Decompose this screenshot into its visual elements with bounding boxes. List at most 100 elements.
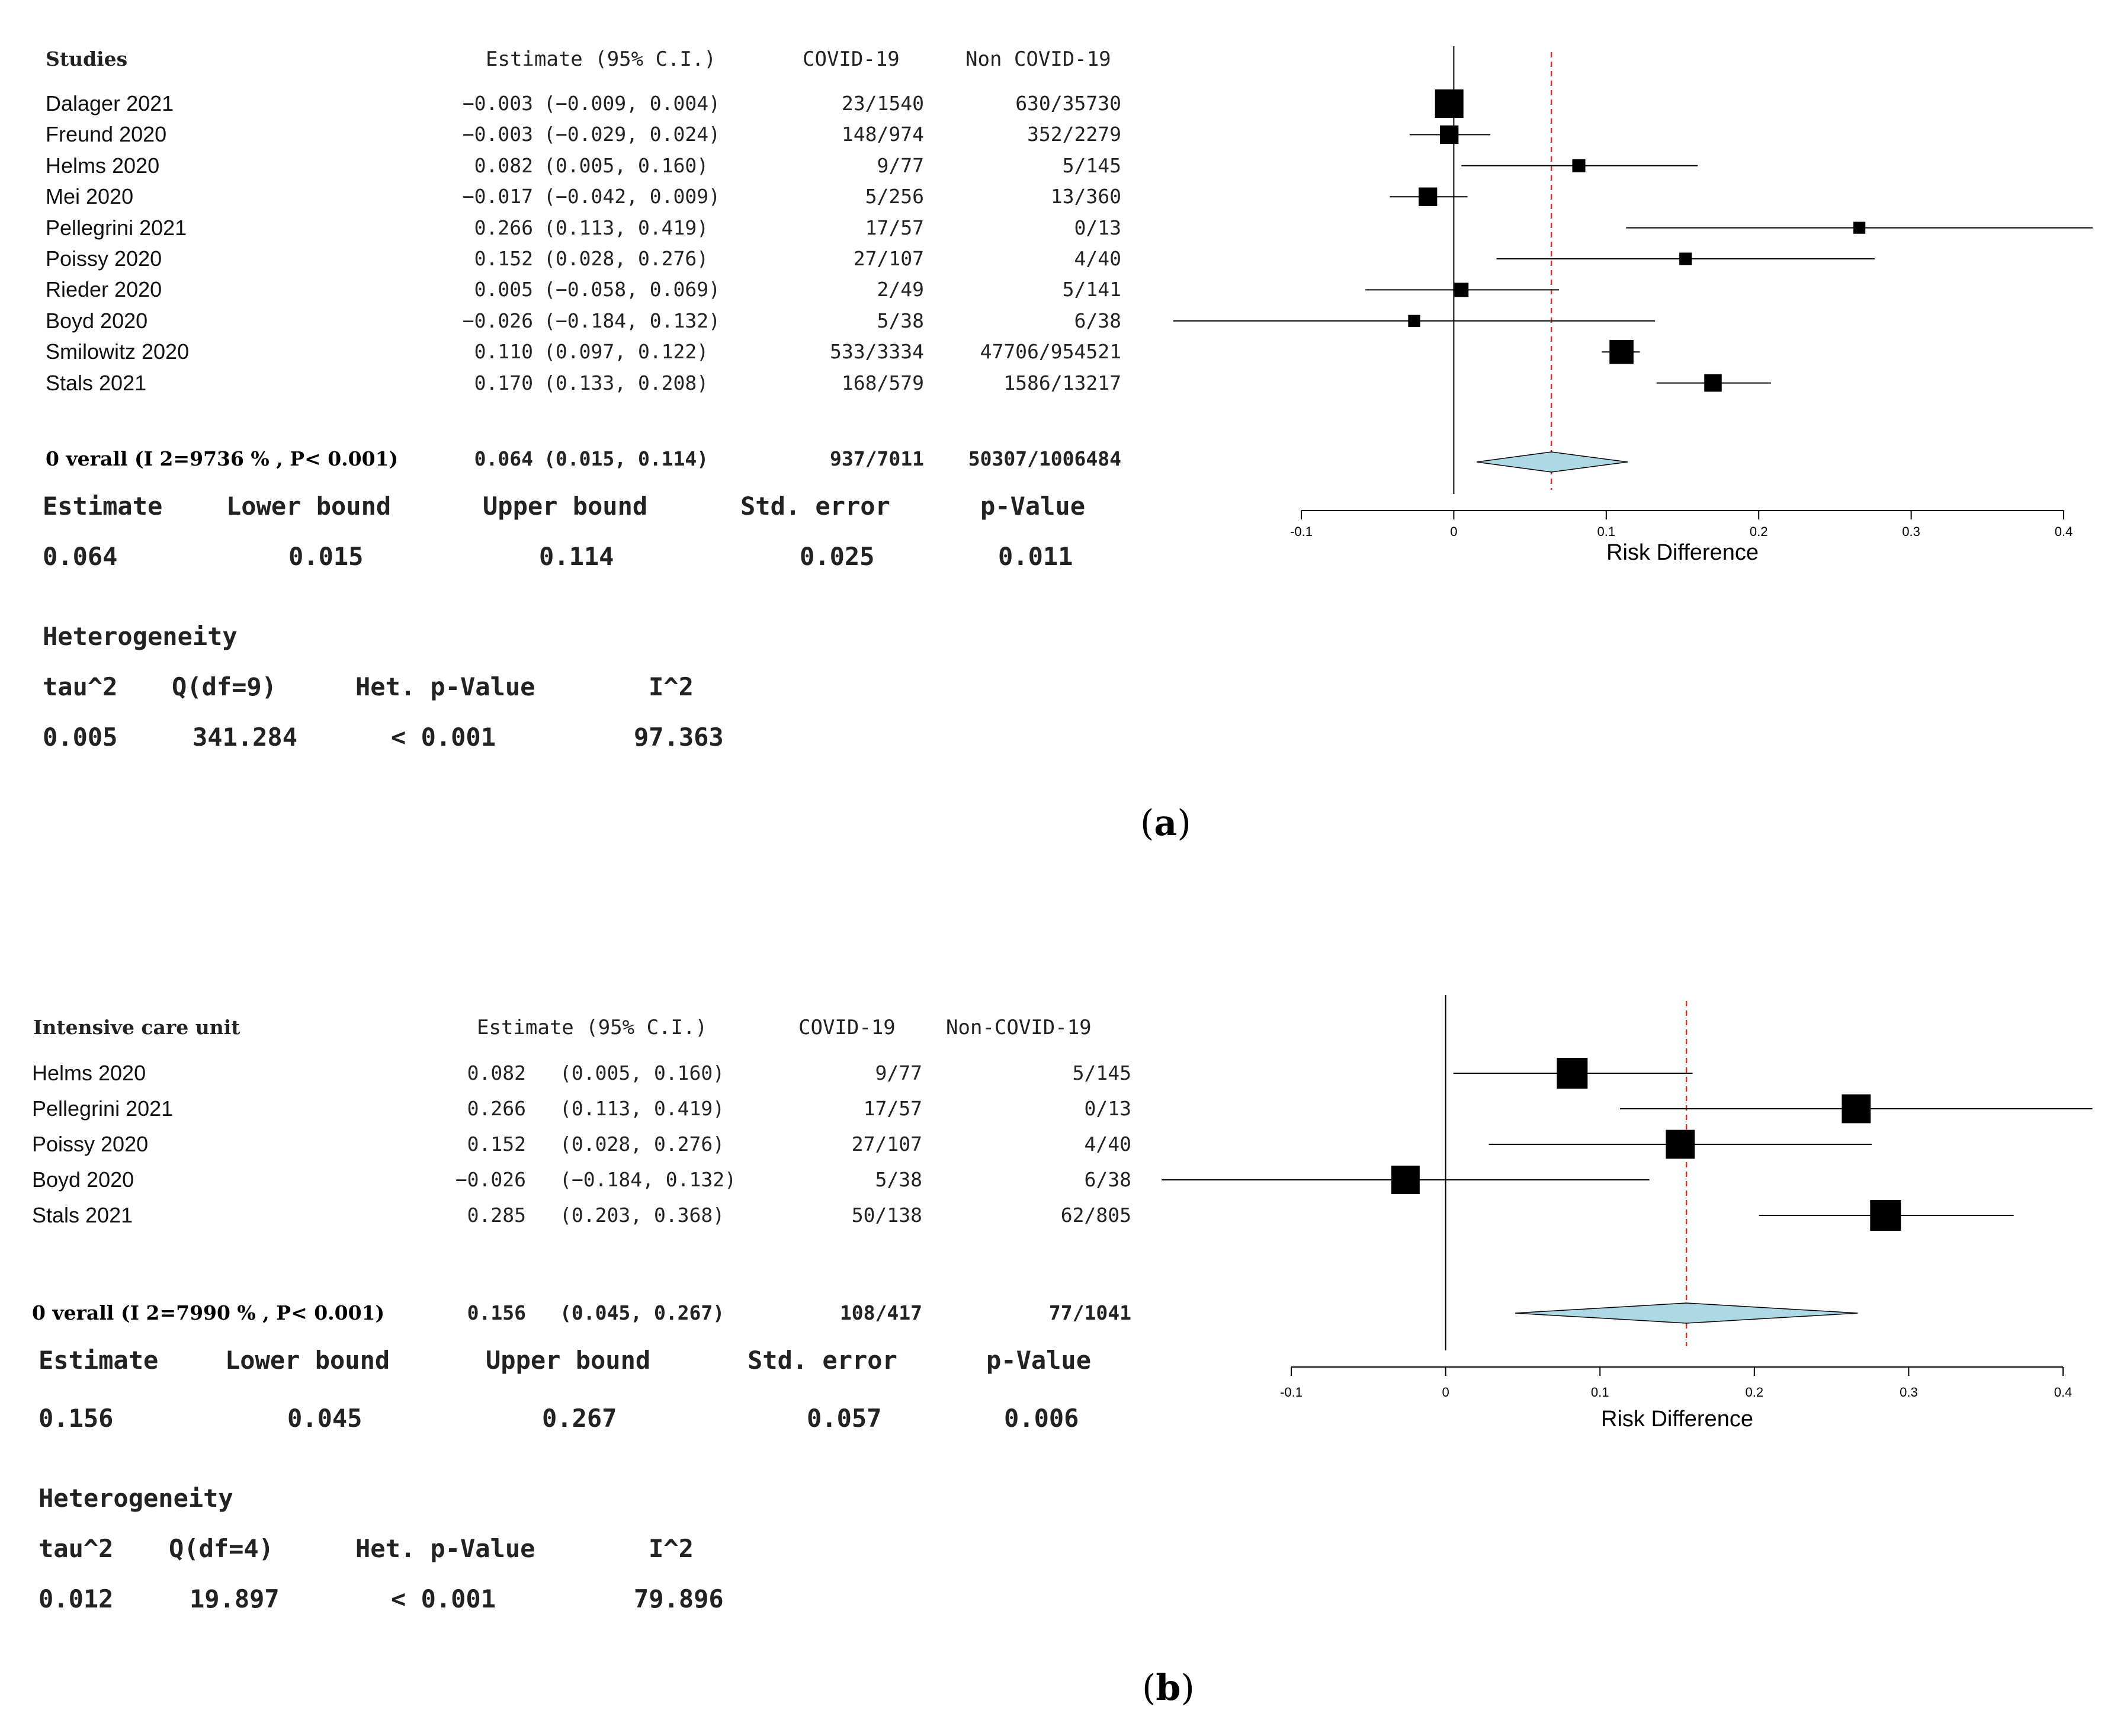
summary-value: 0.057 [807, 1404, 882, 1433]
study-point [1418, 187, 1438, 206]
estimate-value: 0.005 [474, 278, 533, 301]
header-covid: COVID-19 [798, 1016, 896, 1039]
noncovid-count: 630/35730 [1015, 92, 1121, 115]
header-noncovid: Non-COVID-19 [946, 1016, 1092, 1039]
study-point [1408, 315, 1420, 327]
confidence-interval: (0.113, 0.419) [544, 216, 709, 239]
confidence-interval: (−0.029, 0.024) [544, 123, 721, 146]
table-row: Poissy 2020 0.152 (0.028, 0.276) 27/107 4/40 [0, 1129, 1185, 1159]
study-point [1704, 374, 1722, 392]
x-tick-label: -0.1 [1280, 1385, 1303, 1400]
x-tick-label: 0.4 [2055, 524, 2073, 539]
summary-value: 0.006 [1004, 1404, 1079, 1433]
noncovid-count: 6/38 [1074, 309, 1121, 332]
summary-header: Lower bound [226, 492, 392, 521]
heterogeneity-header: tau^2 [39, 1534, 114, 1563]
study-point [1870, 1200, 1901, 1231]
x-tick-label: 0 [1442, 1385, 1449, 1400]
table-row: Smilowitz 2020 0.110 (0.097, 0.122) 533/333… [0, 337, 1185, 367]
noncovid-count: 77/1041 [1048, 1301, 1131, 1324]
table-row: Rieder 2020 0.005 (−0.058, 0.069) 2/49 5/141 [0, 275, 1185, 304]
noncovid-count: 4/40 [1074, 247, 1121, 270]
study-point [1391, 1166, 1420, 1194]
confidence-interval: (−0.184, 0.132) [544, 309, 721, 332]
covid-count: 5/38 [875, 1168, 922, 1191]
summary-value: 0.267 [542, 1404, 617, 1433]
covid-count: 5/256 [865, 185, 924, 208]
x-tick-label: 0 [1450, 524, 1457, 539]
noncovid-count: 4/40 [1084, 1132, 1131, 1156]
noncovid-count: 5/141 [1062, 278, 1121, 301]
x-tick-label: 0.2 [1750, 524, 1768, 539]
confidence-interval: (0.028, 0.276) [560, 1132, 725, 1156]
confidence-interval: (0.113, 0.419) [560, 1097, 725, 1120]
header-covid: COVID-19 [803, 47, 900, 71]
panel-caption-letter: b [1156, 1667, 1181, 1709]
overall-row: 0 verall (Ι 2=7990 % , P< 0.001) 0.156 (0.… [0, 1298, 1185, 1328]
table-row: Dalager 2021 −0.003 (−0.009, 0.004) 23/1540… [0, 89, 1185, 118]
estimate-value: 0.082 [474, 153, 533, 177]
heterogeneity-value: < 0.001 [391, 1584, 496, 1613]
noncovid-count: 1586/13217 [1003, 371, 1121, 394]
x-tick-label: 0.3 [1900, 1385, 1918, 1400]
noncovid-count: 13/360 [1050, 185, 1121, 208]
table-row: Stals 2021 0.170 (0.133, 0.208) 168/579 1586… [0, 368, 1185, 398]
estimate-value: 0.064 [474, 447, 533, 470]
covid-count: 9/77 [877, 153, 924, 177]
heterogeneity-header: Q(df=9) [172, 672, 277, 701]
covid-count: 5/38 [877, 309, 924, 332]
table-row: Poissy 2020 0.152 (0.028, 0.276) 27/107 4/40 [0, 244, 1185, 274]
confidence-interval: (0.028, 0.276) [544, 247, 709, 270]
summary-header: p-Value [980, 492, 1086, 521]
x-tick-label: 0.1 [1591, 1385, 1609, 1400]
study-name: Stals 2021 [32, 1203, 133, 1227]
panel-caption: (a) [1140, 803, 1191, 844]
covid-count: 2/49 [877, 278, 924, 301]
study-point [1679, 252, 1692, 265]
study-name: Mei 2020 [46, 184, 134, 209]
confidence-interval: (0.005, 0.160) [560, 1061, 725, 1084]
covid-count: 108/417 [839, 1301, 922, 1324]
study-name: Pellegrini 2021 [46, 215, 187, 240]
noncovid-count: 50307/1006484 [968, 447, 1121, 470]
forest-plot-panel-b: Intensive care unit Estimate (95% C.I.) … [0, 965, 2114, 1735]
noncovid-count: 0/13 [1084, 1097, 1131, 1120]
study-name: Rieder 2020 [46, 277, 162, 302]
overall-diamond [1515, 1302, 1858, 1324]
noncovid-count: 47706/954521 [980, 340, 1121, 364]
confidence-interval: (0.045, 0.267) [560, 1301, 725, 1324]
summary-value: 0.011 [998, 542, 1073, 571]
summary-header: Estimate [39, 1346, 159, 1375]
heterogeneity-header: Het. p-Value [355, 1534, 535, 1563]
panel-caption-letter: a [1154, 803, 1178, 844]
summary-header: Upper bound [486, 1346, 651, 1375]
heterogeneity-value: 79.896 [634, 1584, 724, 1613]
study-name: Freund 2020 [46, 122, 167, 147]
estimate-value: 0.285 [467, 1204, 526, 1227]
header-noncovid: Non COVID-19 [965, 47, 1111, 71]
heterogeneity-value: < 0.001 [391, 723, 496, 752]
panel-caption: (b) [1142, 1667, 1195, 1709]
heterogeneity-value: 97.363 [634, 723, 724, 752]
table-row: Helms 2020 0.082 (0.005, 0.160) 9/77 5/145 [0, 1058, 1185, 1088]
estimate-value: 0.266 [467, 1097, 526, 1120]
heterogeneity-value: 0.005 [43, 723, 118, 752]
covid-count: 168/579 [841, 371, 924, 394]
estimate-value: 0.152 [467, 1132, 526, 1156]
heterogeneity-value: 19.897 [190, 1584, 280, 1613]
summary-header: Std. error [748, 1346, 897, 1375]
forest-plot-panel-a: Studies Estimate (95% C.I.) COVID-19 Non… [0, 0, 2114, 844]
noncovid-count: 62/805 [1060, 1204, 1131, 1227]
covid-count: 937/7011 [830, 447, 924, 470]
study-name: Smilowitz 2020 [46, 339, 190, 364]
heterogeneity-header: I^2 [649, 672, 694, 701]
estimate-value: 0.156 [467, 1301, 526, 1324]
overall-label: 0 verall (Ι 2=7990 % , P< 0.001) [32, 1301, 385, 1324]
estimate-value: −0.003 [462, 123, 533, 146]
x-tick-label: 0.1 [1597, 524, 1616, 539]
estimate-value: −0.026 [455, 1168, 526, 1191]
confidence-interval: (0.015, 0.114) [544, 447, 709, 470]
x-axis-label: Risk Difference [1601, 1407, 1753, 1432]
x-axis-label: Risk Difference [1606, 540, 1759, 565]
table-row: Freund 2020 −0.003 (−0.029, 0.024) 148/974 3… [0, 120, 1185, 149]
